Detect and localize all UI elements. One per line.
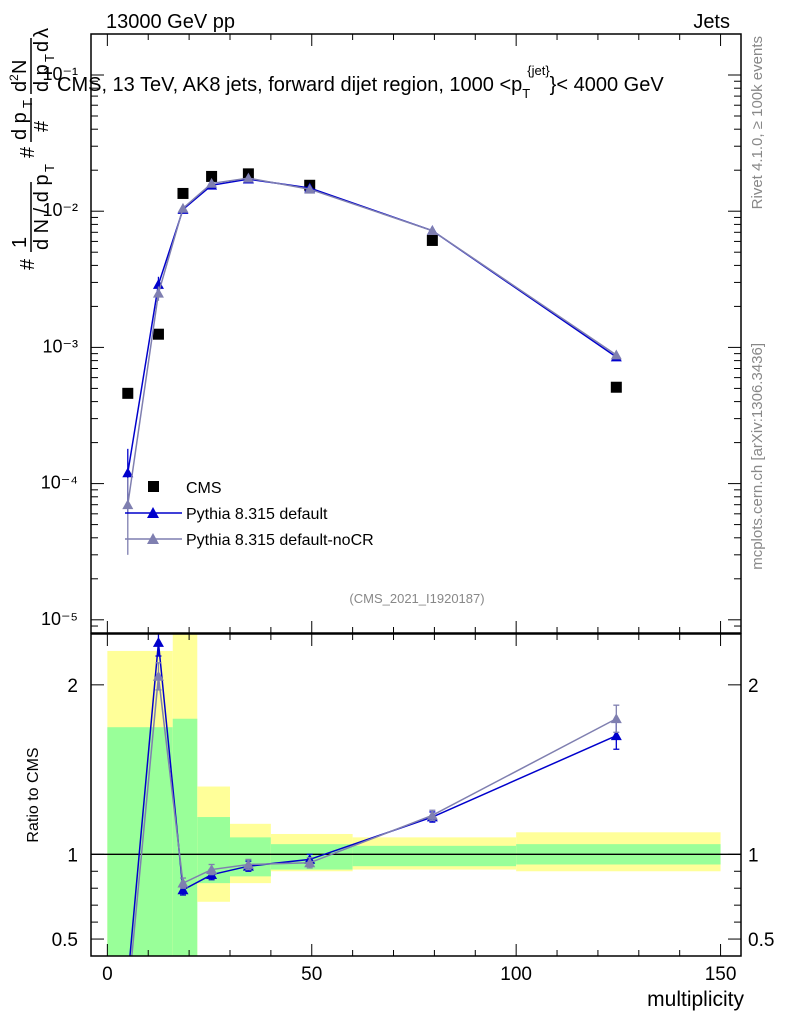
- analysis-watermark: (CMS_2021_I1920187): [349, 591, 484, 606]
- legend-marker-default: [147, 507, 159, 518]
- series-1-point: [122, 467, 134, 478]
- ratio-frame: [90, 633, 742, 957]
- legend-label-nocr: Pythia 8.315 default-noCR: [186, 532, 374, 549]
- y-tick-label: 10⁻⁴: [41, 473, 78, 493]
- svg-text:d p: d p: [31, 64, 53, 92]
- series-2-point: [122, 499, 134, 510]
- axes: 0 50 100 150 10⁻⁵ 10⁻⁴ 10⁻³ 10⁻² 10⁻¹ 0.5 0.5 1 1 2 2: [41, 33, 774, 985]
- x-tick-label: 150: [705, 964, 737, 985]
- x-tick-label: 50: [301, 964, 322, 985]
- mcplots-label: mcplots.cern.ch [arXiv:1306.3436]: [749, 343, 766, 570]
- y-tick-label: 10⁻¹: [42, 64, 78, 84]
- energy-label: 13000 GeV pp: [106, 11, 235, 33]
- legend-label-default: Pythia 8.315 default: [186, 506, 328, 523]
- ratio-series-1-point: [152, 670, 164, 681]
- y-tick-label: 10⁻⁵: [41, 609, 78, 629]
- svg-text:2: 2: [7, 74, 21, 81]
- ratio-series-0-point: [122, 974, 133, 984]
- ratio-series-1-point: [304, 857, 316, 868]
- legend: CMS Pythia 8.315 default Pythia 8.315 de…: [125, 480, 374, 549]
- main-y-axis-label: # 1 d N / d p T # d p T # d 2 N d p T d …: [7, 28, 57, 270]
- ratio-y-label: Ratio to CMS: [25, 747, 42, 842]
- cms-point: [426, 234, 438, 246]
- ratio-series-1-point: [426, 809, 438, 820]
- svg-text:#: #: [17, 258, 39, 270]
- ratio-y-tick-label-left: 0.5: [52, 930, 78, 951]
- series-2-point: [152, 287, 164, 298]
- ratio-series-0-point: [610, 730, 622, 741]
- series-2-point: [426, 225, 438, 236]
- series-2-point: [177, 202, 189, 213]
- title-sub: T: [522, 86, 530, 101]
- ratio-y-tick-label-right: 1: [748, 845, 759, 866]
- ratio-series-1-point: [177, 877, 189, 888]
- series-line-2: [127, 177, 617, 505]
- band-green-1: [172, 718, 198, 956]
- ratio-series-0-point: [152, 636, 164, 647]
- ratio-series-1-point: [610, 713, 622, 724]
- cms-point: [206, 170, 218, 182]
- ratio-series-1-point: [206, 864, 218, 874]
- svg-text:d p: d p: [9, 112, 31, 140]
- ratio-y-tick-label-right: 0.5: [748, 930, 774, 951]
- svg-text:#: #: [17, 146, 39, 158]
- cms-point: [152, 328, 164, 340]
- cms-point: [610, 381, 622, 393]
- y-tick-label: 10⁻³: [42, 336, 78, 356]
- ratio-y-tick-label-left: 2: [67, 676, 78, 697]
- legend-marker-cms: [148, 481, 159, 492]
- series-2-point: [610, 349, 622, 360]
- title-sup: {jet}: [527, 63, 550, 78]
- title-tail: }< 4000 GeV: [550, 74, 665, 96]
- title-main: CMS, 13 TeV, AK8 jets, forward dijet reg…: [57, 74, 522, 96]
- cms-point: [177, 187, 189, 199]
- svg-text:T: T: [42, 164, 57, 172]
- svg-text:d N / d p: d N / d p: [31, 174, 53, 250]
- ratio-series-0-point: [177, 884, 189, 895]
- x-axis-label: multiplicity: [647, 988, 744, 1011]
- svg-text:N: N: [9, 60, 31, 74]
- ratio-line-1: [131, 676, 617, 956]
- main-frame: [90, 33, 742, 634]
- series-line-1: [127, 178, 617, 473]
- ratio-plot-marks: [91, 634, 741, 1003]
- svg-text:1: 1: [9, 237, 31, 248]
- ratio-uncertainty-bands: [107, 634, 721, 956]
- svg-text:T: T: [20, 100, 35, 108]
- ratio-series-1-point: [122, 993, 133, 1003]
- legend-marker-nocr: [147, 533, 159, 544]
- series-2-point: [206, 177, 218, 188]
- process-label: Jets: [693, 11, 730, 33]
- svg-text:d: d: [31, 41, 53, 52]
- band-green-5: [352, 845, 517, 867]
- svg-text:#: #: [31, 120, 53, 132]
- legend-label-cms: CMS: [186, 480, 222, 497]
- svg-text:d: d: [9, 81, 31, 92]
- ratio-y-tick-label-left: 1: [67, 845, 78, 866]
- rivet-label: Rivet 4.1.0, ≥ 100k events: [749, 36, 766, 209]
- ratio-y-tick-label-right: 2: [748, 676, 759, 697]
- ratio-series-1-point: [242, 858, 254, 869]
- svg-text:λ: λ: [31, 28, 53, 38]
- x-tick-label: 100: [500, 964, 532, 985]
- main-plot-marks: [122, 168, 622, 555]
- plot-title: CMS, 13 TeV, AK8 jets, forward dijet reg…: [57, 63, 664, 101]
- series-2-point: [242, 172, 254, 183]
- series-2-point: [304, 183, 316, 194]
- y-tick-label: 10⁻²: [42, 200, 78, 220]
- ratio-line-0: [129, 642, 617, 956]
- svg-text:T: T: [42, 54, 57, 62]
- x-tick-label: 0: [102, 964, 113, 985]
- cms-point: [122, 387, 134, 399]
